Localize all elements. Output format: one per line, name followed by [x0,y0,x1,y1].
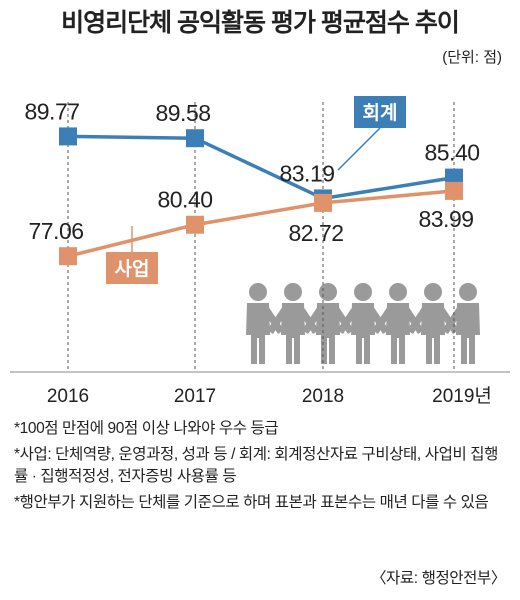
person-body [386,303,410,364]
legend-box [354,96,406,128]
data-label: 83.99 [418,206,473,232]
data-point [186,215,204,234]
person-figure [421,283,461,364]
data-label: 83.19 [279,160,334,186]
person-figure [351,283,391,364]
person-arm [407,306,426,334]
person-figure [386,283,426,364]
x-tick-label: 2016 [47,386,89,407]
person-body [281,303,305,364]
x-tick-label: 2018 [302,386,344,407]
chart-title: 비영리단체 공익활동 평가 평균점수 추이 [61,9,459,37]
x-tick-label: 2019년 [432,385,492,407]
person-head [354,283,372,301]
series-line [67,189,455,258]
person-head [249,283,267,301]
data-point [59,127,77,146]
series-0: 89.77 89.58 83.19 85.40 회계 [24,96,480,208]
x-axis: 2016 2017 2018 2019년 [10,371,510,407]
data-point [445,181,463,200]
person-body [316,303,340,364]
data-point [314,193,332,212]
person-head [389,283,407,301]
person-figure [456,283,480,364]
person-arm [267,306,286,334]
person-head [284,283,302,301]
legend-label: 회계 [363,102,398,124]
person-arm [337,306,356,334]
series-line [67,134,455,201]
line-chart: 비영리단체 공익활동 평가 평균점수 추이 (단위: 점) 89.77 89.58… [10,9,510,407]
data-label: 82.72 [288,220,343,246]
person-arm [442,306,461,334]
footnotes: *100점 만점에 90점 이상 나와야 우수 등급 *사업: 단체역량, 운영… [14,418,510,518]
person-arm [372,306,391,334]
person-head [424,283,442,301]
person-body [421,303,445,364]
person-arm [302,306,321,334]
series-1: 77.06 80.40 82.72 83.99 사업 [28,181,474,284]
data-label: 89.77 [24,98,79,124]
footnote: *행안부가 지원하는 단체를 기준으로 하며 표본과 표본수는 매년 다를 수 … [14,494,489,511]
data-label: 80.40 [157,187,212,213]
data-point [59,247,77,266]
people-chain-icon [246,283,480,364]
data-point [186,129,204,148]
source-label: 〈자료: 행정안전부〉 [370,570,506,587]
person-head [319,283,337,301]
person-figure [316,283,356,364]
series-layer: 89.77 89.58 83.19 85.40 회계 77.06 80.40 82.72 83.… [24,96,480,284]
legend-label: 사업 [115,258,150,280]
data-label: 89.58 [155,100,210,126]
footnote: *사업: 단체역량, 운영과정, 성과 등 / 회계: 회계정산자료 구비상태,… [14,446,498,485]
x-tick-label: 2017 [174,386,216,407]
data-label: 77.06 [28,218,83,244]
person-body [351,303,375,364]
footnote: *100점 만점에 90점 이상 나와야 우수 등급 [14,420,279,437]
person-head [459,283,477,301]
person-figure [246,283,286,364]
unit-label: (단위: 점) [442,49,502,66]
data-label: 85.40 [424,140,479,166]
legend-pointer [337,127,381,171]
person-body [456,303,480,364]
legend-box [106,252,158,284]
person-figure [281,283,321,364]
person-body [246,303,270,364]
